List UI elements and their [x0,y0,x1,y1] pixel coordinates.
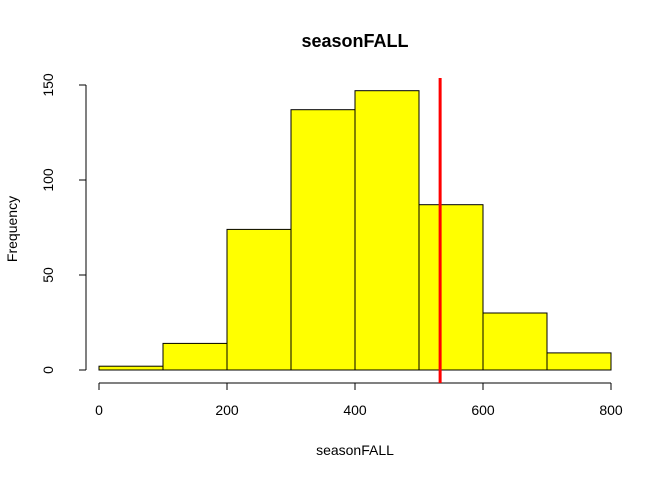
x-axis: 0 200 400 600 800 [95,382,623,418]
histogram-bar-2 [162,342,228,371]
chart-title: seasonFALL [301,31,408,51]
x-axis-label: seasonFALL [316,442,394,458]
histogram-bar-8 [546,352,612,371]
x-tick-label: 600 [471,402,495,418]
y-tick-label: 100 [40,168,56,192]
y-tick-label: 0 [40,366,56,374]
x-tick-label: 800 [599,402,623,418]
histogram-bar-4 [290,109,356,371]
x-tick-label: 400 [343,402,367,418]
y-axis-label: Frequency [4,196,20,262]
histogram-bar-7 [482,312,548,371]
histogram-bar-3 [226,228,292,371]
bars-group [98,90,612,371]
histogram-bar-1 [98,365,164,371]
y-tick-label: 50 [40,267,56,283]
x-tick-label: 200 [215,402,239,418]
histogram-bar-5 [354,90,420,371]
histogram-bar-6 [418,204,484,371]
y-axis: 0 50 100 150 [40,73,87,374]
x-tick-label: 0 [95,402,103,418]
y-tick-label: 150 [40,73,56,97]
